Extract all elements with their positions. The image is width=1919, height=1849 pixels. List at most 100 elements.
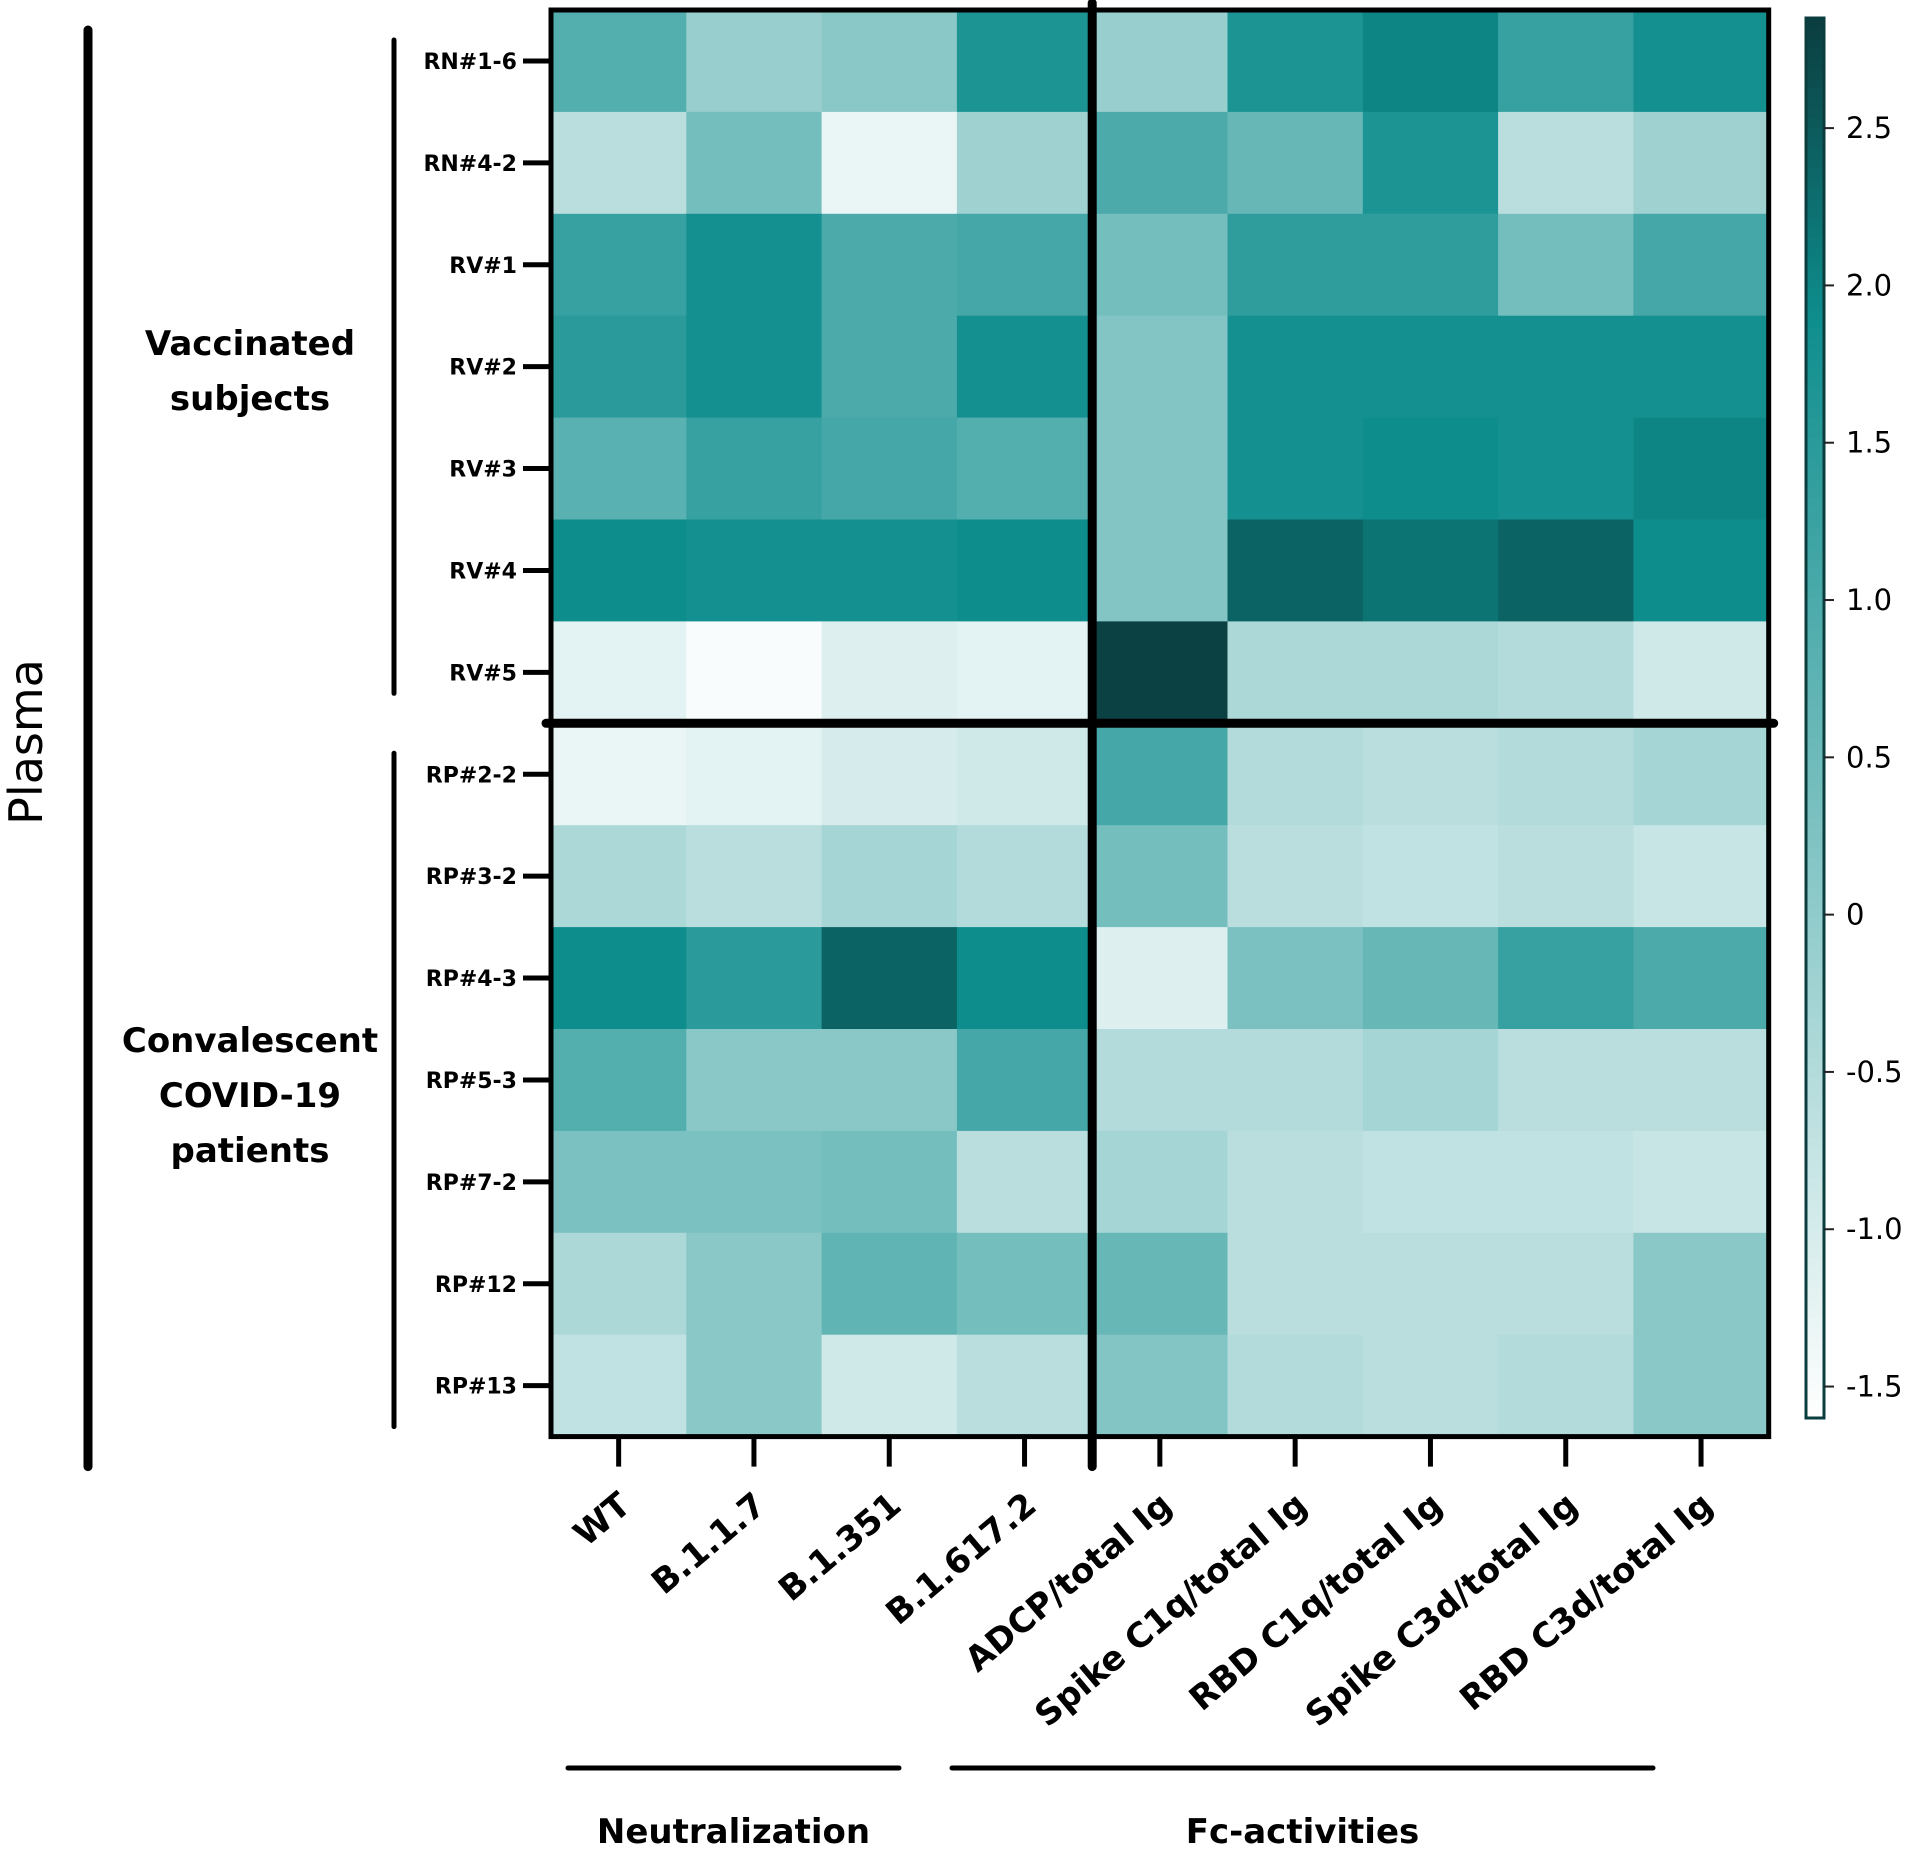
heatmap-cell bbox=[1092, 825, 1229, 928]
heatmap-cell bbox=[551, 519, 687, 622]
colorbar-band bbox=[1806, 308, 1824, 319]
colorbar-band bbox=[1806, 768, 1824, 779]
colorbar-band bbox=[1806, 338, 1824, 349]
heatmap-cell bbox=[1633, 519, 1770, 622]
colorbar-band bbox=[1806, 1398, 1824, 1409]
colorbar-band bbox=[1806, 248, 1824, 259]
colorbar-band bbox=[1806, 1288, 1824, 1299]
colorbar-band bbox=[1806, 168, 1824, 179]
heatmap-cell bbox=[1498, 10, 1634, 113]
colorbar-band bbox=[1806, 818, 1824, 829]
colorbar-band bbox=[1806, 1228, 1824, 1239]
colorbar-band bbox=[1806, 1068, 1824, 1079]
colorbar-band bbox=[1806, 808, 1824, 819]
colorbar-band bbox=[1806, 908, 1824, 919]
colorbar-band bbox=[1806, 38, 1824, 49]
heatmap-cell bbox=[1498, 1334, 1634, 1438]
heatmap-cell bbox=[956, 111, 1093, 215]
colorbar-band bbox=[1806, 1258, 1824, 1269]
heatmap-cell bbox=[1227, 621, 1364, 724]
colorbar-band bbox=[1806, 1108, 1824, 1119]
heatmap-cell bbox=[551, 417, 687, 521]
colorbar-band bbox=[1806, 128, 1824, 139]
colorbar-band bbox=[1806, 838, 1824, 849]
heatmap-cell bbox=[1498, 213, 1634, 317]
heatmap-cell bbox=[821, 825, 958, 928]
heatmap-cell bbox=[1633, 927, 1770, 1030]
heatmap-cell bbox=[1362, 621, 1499, 724]
heatmap-cell bbox=[1498, 1130, 1634, 1234]
heatmap-cell bbox=[1227, 1130, 1364, 1234]
heatmap-cell bbox=[1362, 723, 1499, 826]
heatmap-cell bbox=[686, 825, 823, 928]
heatmap-cell bbox=[686, 1334, 823, 1438]
heatmap-cell bbox=[551, 621, 687, 724]
row-label: RV#4 bbox=[449, 559, 517, 584]
heatmap-cell bbox=[1092, 213, 1229, 317]
heatmap-cell bbox=[956, 519, 1093, 622]
heatmap-cell bbox=[1362, 1029, 1499, 1132]
heatmap-cell bbox=[1092, 621, 1229, 724]
colorbar-band bbox=[1806, 148, 1824, 159]
heatmap-cell bbox=[1227, 519, 1364, 622]
heatmap-cell bbox=[686, 1029, 823, 1132]
colorbar-band bbox=[1806, 298, 1824, 309]
colorbar-band bbox=[1806, 478, 1824, 489]
colorbar-band bbox=[1806, 938, 1824, 949]
row-group-label: patients bbox=[171, 1131, 330, 1171]
heatmap-cell bbox=[956, 723, 1093, 826]
heatmap-cell bbox=[1498, 723, 1634, 826]
colorbar-band bbox=[1806, 858, 1824, 869]
heatmap-cell bbox=[1362, 1334, 1499, 1438]
heatmap-cell bbox=[1092, 1334, 1229, 1438]
colorbar-tick-label: 2.0 bbox=[1846, 268, 1892, 302]
heatmap-cell bbox=[1092, 1029, 1229, 1132]
colorbar-tick-label: 0 bbox=[1846, 898, 1864, 932]
colorbar-band bbox=[1806, 138, 1824, 149]
colorbar-band bbox=[1806, 438, 1824, 449]
colorbar-band bbox=[1806, 578, 1824, 589]
heatmap-cell bbox=[1498, 315, 1634, 419]
colorbar-band bbox=[1806, 278, 1824, 289]
heatmap-cell bbox=[1498, 621, 1634, 724]
colorbar-band bbox=[1806, 48, 1824, 59]
colorbar-band bbox=[1806, 198, 1824, 209]
colorbar-band bbox=[1806, 1128, 1824, 1139]
colorbar-band bbox=[1806, 648, 1824, 659]
colorbar-band bbox=[1806, 1088, 1824, 1099]
colorbar-band bbox=[1806, 1188, 1824, 1199]
colorbar-band bbox=[1806, 998, 1824, 1009]
heatmap-cell bbox=[551, 315, 687, 419]
heatmap-cell bbox=[1227, 417, 1364, 521]
colorbar-band bbox=[1806, 228, 1824, 239]
heatmap-cell bbox=[821, 723, 958, 826]
heatmap-cell bbox=[1362, 927, 1499, 1030]
heatmap-cells bbox=[551, 10, 1770, 1438]
colorbar-band bbox=[1806, 78, 1824, 89]
row-label: RP#3-2 bbox=[426, 865, 517, 890]
colorbar-band bbox=[1806, 178, 1824, 189]
colorbar-band bbox=[1806, 318, 1824, 329]
colorbar-band bbox=[1806, 778, 1824, 789]
row-label: RV#1 bbox=[449, 254, 517, 279]
colorbar-band bbox=[1806, 1238, 1824, 1249]
heatmap-cell bbox=[1092, 10, 1229, 113]
heatmap-cell bbox=[1362, 417, 1499, 521]
heatmap-cell bbox=[1362, 213, 1499, 317]
colorbar-band bbox=[1806, 748, 1824, 759]
heatmap-cell bbox=[1498, 1029, 1634, 1132]
heatmap-cell bbox=[821, 111, 958, 215]
colorbar-band bbox=[1806, 218, 1824, 229]
heatmap-cell bbox=[956, 315, 1093, 419]
colorbar-border bbox=[1804, 16, 1826, 1420]
colorbar-band bbox=[1806, 88, 1824, 99]
colorbar-band bbox=[1806, 848, 1824, 859]
row-label: RP#13 bbox=[435, 1375, 517, 1400]
colorbar-band bbox=[1806, 208, 1824, 219]
colorbar-band bbox=[1806, 1278, 1824, 1289]
heatmap-cell bbox=[1227, 213, 1364, 317]
colorbar-band bbox=[1806, 668, 1824, 679]
colorbar-band bbox=[1806, 1028, 1824, 1039]
colorbar-band bbox=[1806, 1048, 1824, 1059]
